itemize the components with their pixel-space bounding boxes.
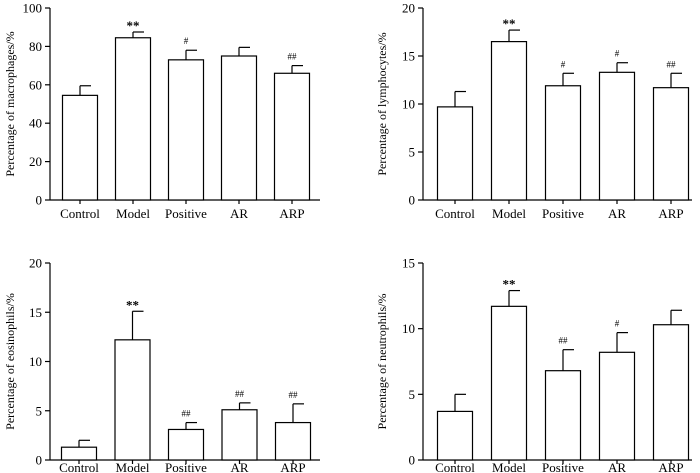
y-tick-label: 40 bbox=[29, 116, 42, 131]
x-tick-label: AR bbox=[230, 206, 248, 221]
bar bbox=[490, 40, 528, 201]
bar bbox=[598, 351, 636, 461]
bar bbox=[273, 72, 311, 201]
x-tick-label: Model bbox=[116, 206, 150, 221]
bar bbox=[652, 324, 690, 461]
x-tick-label: Control bbox=[59, 460, 99, 473]
significance-label: ** bbox=[503, 16, 516, 31]
significance-label: ** bbox=[127, 18, 140, 33]
bar bbox=[167, 428, 205, 461]
x-tick-label: Model bbox=[116, 460, 150, 473]
bar bbox=[436, 106, 474, 201]
x-tick-label: AR bbox=[230, 460, 248, 473]
y-tick-label: 0 bbox=[36, 193, 43, 208]
bar bbox=[436, 410, 474, 461]
y-tick-label: 80 bbox=[29, 39, 42, 54]
y-tick-label: 20 bbox=[402, 1, 415, 16]
chart-panel-lymphocytes: 0 5 10 15 20 Percentage of lymphocytes/% Contr… bbox=[375, 1, 692, 221]
bar bbox=[167, 59, 205, 201]
x-tick-label: Control bbox=[435, 460, 475, 473]
y-axis-label: Percentage of neutrophils/% bbox=[375, 294, 389, 430]
x-tick-label: ARP bbox=[658, 206, 683, 221]
y-axis-label: Percentage of macrophages/% bbox=[3, 31, 17, 176]
bar bbox=[274, 421, 312, 461]
significance-label: # bbox=[184, 36, 189, 46]
y-tick-label: 15 bbox=[402, 256, 415, 271]
chart-panel-macrophages: 0 20 40 60 80 100 Percentage of macrophages/% C… bbox=[3, 1, 320, 221]
significance-label: # bbox=[561, 59, 566, 69]
bar bbox=[61, 94, 99, 201]
significance-label: ## bbox=[288, 52, 298, 62]
y-tick-label: 0 bbox=[409, 453, 416, 468]
y-tick-label: 0 bbox=[36, 453, 43, 468]
bar bbox=[221, 409, 258, 461]
y-tick-label: 20 bbox=[29, 256, 42, 271]
y-tick-label: 10 bbox=[402, 97, 415, 112]
x-tick-label: AR bbox=[608, 206, 626, 221]
x-tick-label: ARP bbox=[280, 460, 305, 473]
x-tick-label: Positive bbox=[542, 460, 584, 473]
y-tick-label: 0 bbox=[409, 193, 416, 208]
significance-label: ## bbox=[289, 390, 299, 400]
bar bbox=[544, 85, 582, 201]
bar bbox=[60, 446, 98, 461]
significance-label: # bbox=[615, 319, 620, 329]
bar bbox=[114, 339, 151, 461]
bar bbox=[114, 37, 152, 201]
y-tick-label: 15 bbox=[402, 49, 415, 64]
x-tick-label: Control bbox=[435, 206, 475, 221]
significance-label: ** bbox=[503, 277, 516, 292]
y-axis-label: Percentage of eosinophils/% bbox=[3, 293, 17, 430]
x-tick-label: Positive bbox=[542, 206, 584, 221]
y-axis-label: Percentage of lymphocytes/% bbox=[375, 32, 389, 175]
x-tick-label: ARP bbox=[279, 206, 304, 221]
x-tick-label: AR bbox=[608, 460, 626, 473]
chart-panel-neutrophils: 0 5 10 15 Percentage of neutrophils/% Control… bbox=[375, 256, 692, 473]
significance-label: ** bbox=[126, 297, 139, 312]
x-tick-label: Model bbox=[492, 206, 526, 221]
chart-panel-eosinophils: 0 5 10 15 20 Percentage of eosinophils/% Contr… bbox=[3, 256, 320, 473]
bar bbox=[544, 370, 582, 461]
y-tick-label: 5 bbox=[409, 145, 416, 160]
y-tick-label: 100 bbox=[23, 1, 43, 16]
y-tick-label: 60 bbox=[29, 77, 42, 92]
significance-label: # bbox=[615, 49, 620, 59]
x-tick-label: Model bbox=[492, 460, 526, 473]
y-tick-label: 5 bbox=[409, 387, 416, 402]
y-tick-label: 10 bbox=[29, 354, 42, 369]
x-tick-label: ARP bbox=[658, 460, 683, 473]
significance-label: ## bbox=[559, 336, 569, 346]
bar bbox=[598, 71, 636, 201]
y-tick-label: 20 bbox=[29, 154, 42, 169]
x-tick-label: Positive bbox=[165, 206, 207, 221]
bar bbox=[652, 87, 690, 201]
x-tick-label: Positive bbox=[165, 460, 207, 473]
x-tick-label: Control bbox=[60, 206, 100, 221]
bar bbox=[490, 305, 528, 461]
y-tick-label: 15 bbox=[29, 305, 42, 320]
significance-label: ## bbox=[667, 59, 677, 69]
y-tick-label: 5 bbox=[36, 403, 43, 418]
bar bbox=[220, 55, 258, 201]
significance-label: ## bbox=[182, 409, 192, 419]
y-tick-label: 10 bbox=[402, 321, 415, 336]
significance-label: ## bbox=[235, 389, 245, 399]
